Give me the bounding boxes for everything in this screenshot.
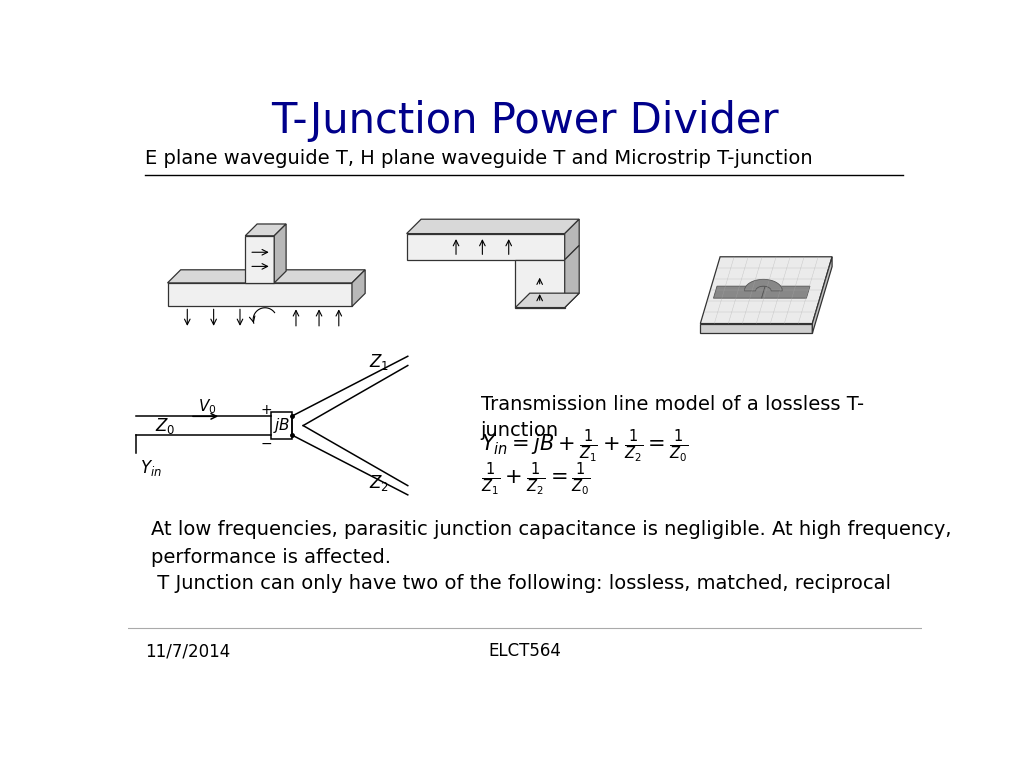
Text: ELCT564: ELCT564	[488, 642, 561, 660]
Polygon shape	[515, 260, 564, 307]
Text: T Junction can only have two of the following: lossless, matched, reciprocal: T Junction can only have two of the foll…	[152, 574, 891, 593]
Text: T-Junction Power Divider: T-Junction Power Divider	[271, 101, 778, 142]
Polygon shape	[168, 270, 366, 283]
Polygon shape	[246, 224, 286, 236]
Polygon shape	[700, 323, 812, 333]
Text: $\frac{1}{Z_1} + \frac{1}{Z_2} = \frac{1}{Z_0}$: $\frac{1}{Z_1} + \frac{1}{Z_2} = \frac{1…	[480, 461, 590, 498]
Polygon shape	[515, 293, 580, 307]
Text: 11/7/2014: 11/7/2014	[145, 642, 230, 660]
Polygon shape	[700, 257, 833, 323]
Polygon shape	[407, 219, 580, 233]
Polygon shape	[352, 270, 366, 306]
Polygon shape	[744, 280, 782, 291]
Bar	[271, 412, 292, 439]
Text: $Y_{in} = jB + \frac{1}{Z_1} + \frac{1}{Z_2} = \frac{1}{Z_0}$: $Y_{in} = jB + \frac{1}{Z_1} + \frac{1}{…	[480, 428, 688, 465]
Polygon shape	[168, 283, 352, 306]
Polygon shape	[564, 219, 580, 260]
Text: $Y_{in}$: $Y_{in}$	[140, 458, 162, 478]
Polygon shape	[762, 286, 810, 298]
Polygon shape	[246, 236, 274, 283]
Text: $Z_0$: $Z_0$	[155, 415, 175, 435]
Polygon shape	[564, 246, 580, 307]
Polygon shape	[812, 257, 833, 333]
Text: $+$: $+$	[260, 403, 272, 417]
Text: $Z_1$: $Z_1$	[369, 353, 389, 372]
Text: $jB$: $jB$	[272, 416, 290, 435]
Polygon shape	[714, 286, 765, 298]
Text: $V_0$: $V_0$	[198, 397, 216, 415]
Text: $Z_2$: $Z_2$	[369, 473, 389, 493]
Text: E plane waveguide T, H plane waveguide T and Microstrip T-junction: E plane waveguide T, H plane waveguide T…	[145, 149, 813, 168]
Polygon shape	[407, 233, 564, 260]
Polygon shape	[274, 224, 286, 283]
Text: At low frequencies, parasitic junction capacitance is negligible. At high freque: At low frequencies, parasitic junction c…	[152, 520, 951, 567]
Text: Transmission line model of a lossless T-
junction: Transmission line model of a lossless T-…	[480, 395, 864, 440]
Text: $-$: $-$	[260, 435, 272, 449]
